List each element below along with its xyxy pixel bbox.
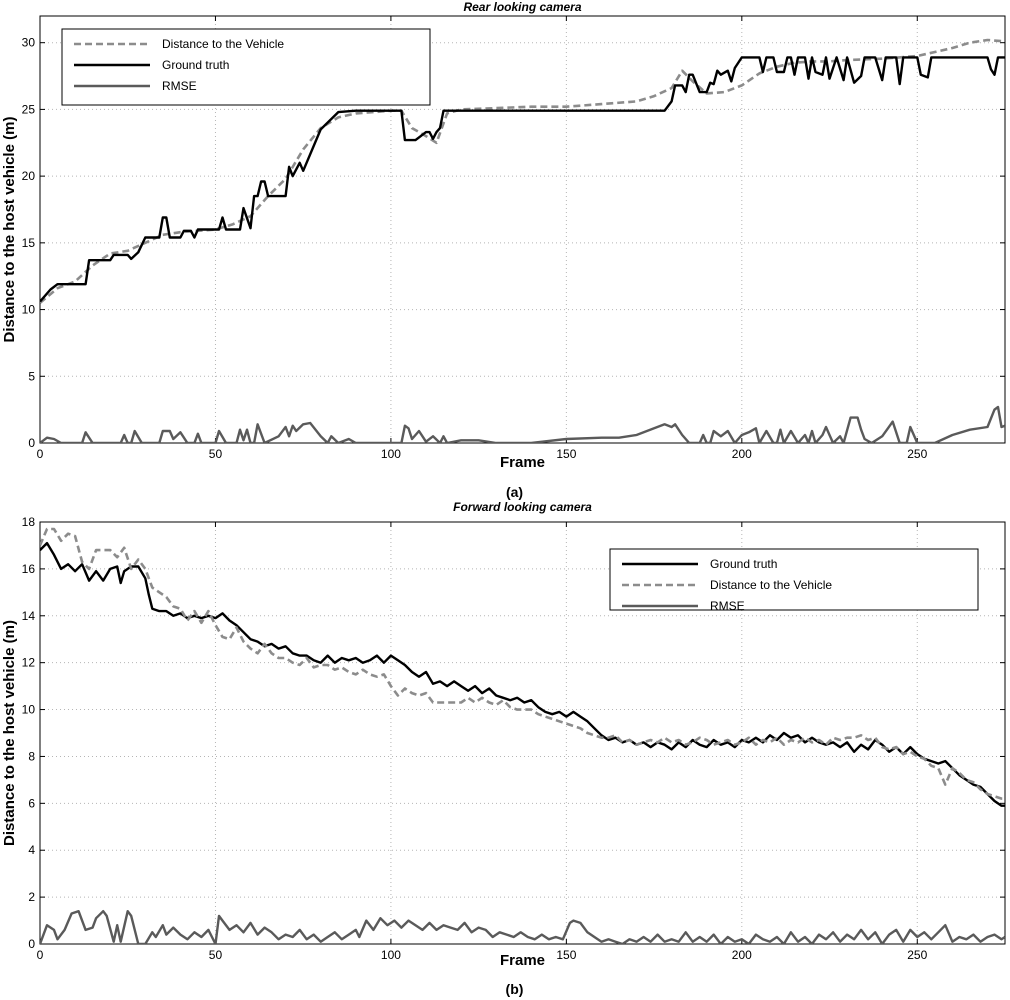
- x-tick-label: 100: [381, 447, 401, 461]
- x-tick-label: 0: [37, 948, 44, 962]
- x-tick-label: 50: [209, 447, 223, 461]
- y-tick-label: 0: [28, 436, 35, 450]
- legend-box: [61, 28, 431, 106]
- x-tick-label: 50: [209, 948, 223, 962]
- series-line-rmse: [40, 910, 1005, 944]
- legend-label: Distance to the Vehicle: [710, 578, 832, 592]
- chart-title: Forward looking camera: [453, 500, 592, 514]
- y-axis-label: Distance to the host vehicle (m): [1, 620, 18, 846]
- y-tick-label: 2: [28, 890, 35, 904]
- y-tick-label: 8: [28, 749, 35, 763]
- chart-panel-1: 0 50 100 150 200 250 0 2 4 6 8 10 12 14 16 18 Forward lo…: [1, 500, 1006, 997]
- legend-label: Distance to the Vehicle: [162, 37, 284, 51]
- legend-label: RMSE: [710, 599, 745, 613]
- x-tick-label: 200: [732, 447, 752, 461]
- chart-title: Rear looking camera: [463, 0, 581, 14]
- y-tick-label: 0: [28, 937, 35, 951]
- y-axis-label: Distance to the host vehicle (m): [1, 117, 18, 343]
- x-axis-label: Frame: [500, 454, 545, 471]
- y-tick-label: 10: [22, 303, 36, 317]
- x-tick-label: 250: [907, 948, 927, 962]
- y-tick-label: 25: [22, 102, 36, 116]
- panel-caption: (b): [506, 981, 524, 997]
- x-tick-label: 250: [907, 447, 927, 461]
- y-tick-label: 10: [22, 703, 36, 717]
- y-tick-label: 18: [22, 515, 36, 529]
- legend-label: RMSE: [162, 79, 197, 93]
- y-tick-label: 16: [22, 562, 36, 576]
- y-tick-label: 30: [22, 36, 36, 50]
- legend-label: Ground truth: [162, 58, 229, 72]
- y-tick-label: 4: [28, 843, 35, 857]
- chart-panel-0: 0 50 100 150 200 250 0 5 10 15 20 25 30 Rear looking …: [1, 0, 1006, 500]
- series-line-distance-to-the-vehicle: [40, 527, 1005, 800]
- x-tick-label: 0: [37, 447, 44, 461]
- plot-area-frame: [39, 521, 1006, 945]
- x-axis-label: Frame: [500, 952, 545, 969]
- y-tick-label: 15: [22, 236, 36, 250]
- legend-box: [609, 548, 979, 611]
- x-tick-label: 150: [556, 447, 576, 461]
- legend-label: Ground truth: [710, 557, 777, 571]
- y-tick-label: 12: [22, 656, 36, 670]
- x-tick-label: 100: [381, 948, 401, 962]
- series-line-rmse: [40, 405, 1005, 443]
- y-tick-label: 5: [28, 369, 35, 383]
- series-line-ground-truth: [40, 56, 1005, 303]
- y-tick-label: 20: [22, 169, 36, 183]
- x-tick-label: 200: [732, 948, 752, 962]
- legend: Distance to the Vehicle Ground truth RMSE: [61, 28, 431, 106]
- y-tick-label: 6: [28, 796, 35, 810]
- legend: Ground truth Distance to the Vehicle RMSE: [609, 548, 979, 613]
- y-tick-label: 14: [22, 609, 36, 623]
- panel-caption: (a): [506, 484, 523, 500]
- x-tick-label: 150: [556, 948, 576, 962]
